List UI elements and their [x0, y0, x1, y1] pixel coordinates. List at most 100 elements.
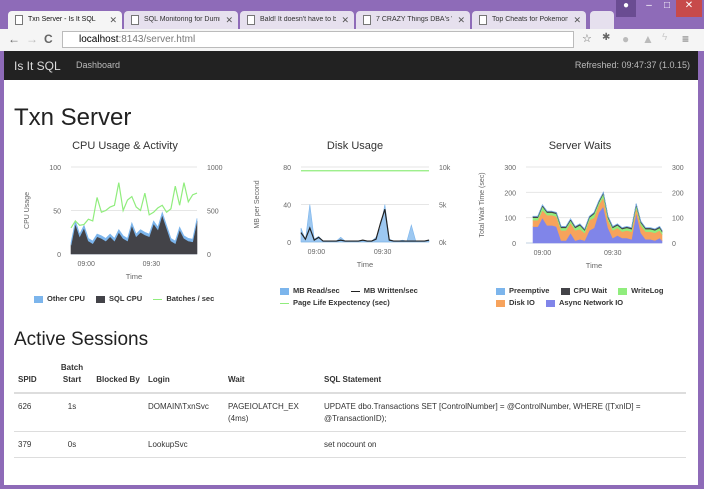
legend-mb-written[interactable]: MB Written/sec: [350, 286, 418, 295]
series-preemptive-area: [532, 191, 663, 232]
y-tick-label: 50: [53, 209, 61, 216]
x-tick-label: 09:00: [308, 249, 326, 256]
legend-sql-cpu[interactable]: SQL CPU: [96, 294, 142, 303]
cell-sql: UPDATE dbo.Transactions SET [ControlNumb…: [320, 393, 686, 432]
x-tick-label: 09:00: [77, 261, 95, 268]
cpu-chart: CPU Usage & Activity 0 0 50 500 100 1000 09:00 0…: [15, 135, 235, 281]
page-icon: [479, 15, 487, 25]
cell-login: LookupSvc: [144, 431, 224, 458]
legend-async-network-io[interactable]: Async Network IO: [545, 298, 623, 307]
series-other-cpu-area: [70, 211, 198, 246]
tab-pokemon[interactable]: Top Cheats for Pokemon ✕: [472, 11, 586, 30]
y2-tick-label: 0k: [439, 240, 447, 247]
brand-link[interactable]: Is It SQL: [14, 59, 61, 73]
extension-m-icon[interactable]: ●: [622, 32, 630, 46]
series-mb-read-sec-area: [300, 204, 430, 243]
close-tab-icon[interactable]: ✕: [109, 15, 117, 25]
y2-tick-label: 300: [672, 165, 684, 172]
extension-bolt-icon[interactable]: ϟ: [662, 32, 668, 43]
close-window-button[interactable]: ✕: [676, 0, 702, 17]
y-tick-label: 40: [283, 203, 291, 210]
chart-title: Disk Usage: [327, 140, 383, 152]
y2-tick-label: 200: [672, 190, 684, 197]
star-icon[interactable]: ☆: [582, 33, 592, 45]
col-wait[interactable]: Wait: [224, 359, 320, 394]
y2-tick-label: 0: [672, 241, 676, 248]
legend-other-cpu[interactable]: Other CPU: [34, 294, 85, 303]
legend-cpu-wait[interactable]: CPU Wait: [560, 286, 607, 295]
cell-sql: set nocount on: [320, 431, 686, 458]
user-icon[interactable]: ●: [616, 0, 636, 17]
navbar: Is It SQL Dashboard Refreshed: 09:47:37 …: [4, 51, 698, 80]
legend-ple[interactable]: Page Life Expectency (sec): [280, 298, 390, 307]
table-row[interactable]: 379 0s LookupSvc set nocount on: [14, 431, 686, 458]
legend-mb-read[interactable]: MB Read/sec: [280, 286, 340, 295]
page-icon: [363, 15, 371, 25]
page-content: Is It SQL Dashboard Refreshed: 09:47:37 …: [4, 51, 698, 485]
col-blocked-by[interactable]: Blocked By: [92, 359, 144, 394]
new-tab-button[interactable]: [590, 11, 614, 30]
close-tab-icon[interactable]: ✕: [225, 15, 233, 25]
x-axis-label: Time: [126, 272, 142, 281]
y2-tick-label: 10k: [439, 165, 451, 172]
y2-tick-label: 100: [672, 216, 684, 223]
extension-drive-icon[interactable]: ▲: [642, 32, 654, 46]
address-bar[interactable]: localhost:8143/server.html: [62, 31, 574, 48]
extension-icon[interactable]: ✱: [602, 32, 611, 43]
chart-title: CPU Usage & Activity: [72, 140, 178, 152]
x-tick-label: 09:30: [604, 250, 622, 257]
minimize-button[interactable]: –: [646, 0, 652, 11]
page-icon: [131, 15, 139, 25]
tab-crazy-things[interactable]: 7 CRAZY Things DBA's Wo✕: [356, 11, 470, 30]
cell-spid: 626: [14, 393, 52, 432]
page-icon: [247, 15, 255, 25]
maximize-button[interactable]: □: [663, 0, 671, 11]
refreshed-status: Refreshed: 09:47:37 (1.0.15): [574, 60, 690, 70]
x-axis-label: Time: [586, 261, 602, 270]
back-icon[interactable]: ←: [8, 32, 20, 46]
disk-chart: Disk Usage 0 0k 40 5k 80 10k 09:00 09:30 Time MB p…: [245, 135, 465, 281]
cell-blocked-by: [92, 393, 144, 432]
sessions-table: SPID Batch Start Blocked By Login Wait S…: [14, 359, 686, 458]
disk-legend: MB Read/sec MB Written/sec Page Life Exp…: [280, 285, 427, 309]
active-sessions-title: Active Sessions: [14, 329, 149, 350]
col-login[interactable]: Login: [144, 359, 224, 394]
cell-wait: [224, 431, 320, 458]
nav-dashboard[interactable]: Dashboard: [76, 60, 121, 70]
y-tick-label: 80: [283, 165, 291, 172]
x-tick-label: 09:00: [534, 250, 552, 257]
col-spid[interactable]: SPID: [14, 359, 52, 394]
close-tab-icon[interactable]: ✕: [457, 15, 465, 25]
tab-bald[interactable]: Bald! It doesn't have to be ✕: [240, 11, 354, 30]
cpu-legend: Other CPU SQL CPU Batches / sec: [34, 294, 223, 303]
legend-disk-io[interactable]: Disk IO: [496, 298, 535, 307]
forward-icon[interactable]: →: [26, 32, 38, 46]
series-mb-written-sec-line: [300, 209, 430, 242]
table-row[interactable]: 626 1s DOMAIN\TxnSvc PAGEIOLATCH_EX (4ms…: [14, 393, 686, 432]
tab-strip: Txn Server - Is It SQL ✕ SQL Monitoring f…: [0, 0, 704, 30]
col-sql-statement[interactable]: SQL Statement: [320, 359, 686, 394]
tab-sql-monitoring[interactable]: SQL Monitoring for Dumm ✕: [124, 11, 238, 30]
close-tab-icon[interactable]: ✕: [573, 15, 581, 25]
chart-svg: Server Waits 0 0 100 100 200 200 300 300 09:00 09:…: [479, 140, 684, 270]
y-axis-label: MB per Second: [254, 180, 261, 228]
menu-icon[interactable]: ≡: [682, 32, 690, 46]
chart-title: Server Waits: [549, 140, 612, 152]
y-tick-label: 200: [504, 190, 516, 197]
legend-writelog[interactable]: WriteLog: [618, 286, 663, 295]
cell-batch-start: 1s: [52, 393, 92, 432]
page-icon: [15, 15, 23, 25]
tab-txn-server[interactable]: Txn Server - Is It SQL ✕: [8, 11, 122, 30]
x-tick-label: 09:30: [143, 261, 161, 268]
close-tab-icon[interactable]: ✕: [341, 15, 349, 25]
legend-batches[interactable]: Batches / sec: [153, 294, 214, 303]
y-tick-label: 100: [49, 165, 61, 172]
y-tick-label: 0: [512, 241, 516, 248]
reload-icon[interactable]: C: [44, 32, 53, 46]
y2-tick-label: 1000: [207, 165, 223, 172]
browser-toolbar: ← → C localhost:8143/server.html ☆ ✱ ● ▲…: [0, 29, 704, 51]
legend-preemptive[interactable]: Preemptive: [496, 286, 549, 295]
col-batch-start[interactable]: Batch Start: [52, 359, 92, 394]
x-tick-label: 09:30: [374, 249, 392, 256]
